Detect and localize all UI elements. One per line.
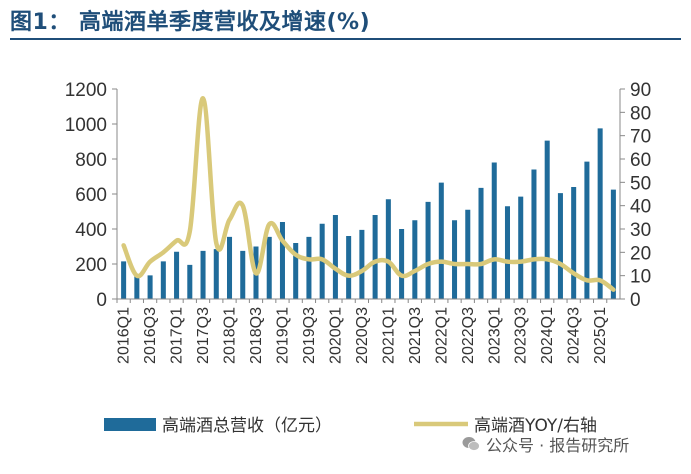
bar-2016Q2 — [134, 276, 140, 299]
bar-2024Q2 — [557, 193, 563, 299]
x-tick-label: 2023Q1 — [486, 307, 503, 364]
right-tick-label: 20 — [630, 243, 651, 264]
bar-2018Q4 — [266, 236, 272, 299]
bar-2024Q3 — [571, 187, 577, 299]
bar-2017Q2 — [187, 264, 193, 299]
x-tick-label: 2019Q1 — [274, 307, 291, 364]
axes: 0200400600800100012000102030405060708090… — [65, 80, 651, 364]
wechat-icon — [462, 436, 480, 452]
title-rule — [10, 38, 681, 40]
right-tick-label: 50 — [630, 173, 651, 194]
watermark-text: 公众号 · 报告研究所 — [486, 436, 630, 455]
right-tick-label: 40 — [630, 197, 651, 218]
bar-2023Q2 — [504, 206, 511, 299]
left-tick-label: 800 — [75, 150, 107, 171]
x-tick-label: 2024Q1 — [539, 307, 556, 364]
bar-2018Q2 — [240, 250, 246, 299]
x-tick-label: 2018Q3 — [248, 307, 265, 364]
bar-2016Q3 — [147, 275, 153, 299]
x-tick-label: 2017Q1 — [169, 307, 186, 364]
right-tick-label: 0 — [630, 290, 641, 311]
bar-2024Q4 — [584, 161, 590, 299]
legend: 高端酒总营收（亿元） 高端酒YOY/右轴 — [104, 416, 597, 436]
left-tick-label: 0 — [96, 290, 107, 311]
yoy-line — [121, 96, 616, 292]
line-series — [121, 96, 616, 292]
bar-2017Q1 — [174, 251, 180, 299]
x-tick-label: 2016Q3 — [142, 307, 159, 364]
bar-2024Q1 — [544, 140, 550, 299]
x-tick-label: 2020Q1 — [327, 307, 344, 364]
left-tick-label: 1200 — [65, 80, 107, 101]
bar-2021Q1 — [385, 199, 391, 299]
x-tick-label: 2020Q3 — [354, 307, 371, 364]
x-tick-label: 2017Q3 — [195, 307, 212, 364]
right-tick-label: 80 — [630, 103, 651, 124]
left-tick-label: 200 — [75, 255, 107, 276]
x-tick-label: 2023Q3 — [513, 307, 530, 364]
left-tick-label: 400 — [75, 220, 107, 241]
bar-2016Q4 — [160, 261, 166, 299]
x-tick-label: 2021Q3 — [407, 307, 424, 364]
bar-2017Q3 — [200, 250, 206, 299]
bar-2020Q4 — [372, 215, 378, 299]
bar-2025Q2 — [610, 189, 616, 299]
bar-2022Q2 — [452, 220, 458, 299]
bar-2023Q3 — [518, 196, 524, 299]
x-tick-label: 2019Q3 — [301, 307, 318, 364]
x-tick-label: 2025Q1 — [592, 307, 609, 364]
x-tick-label: 2016Q1 — [116, 307, 133, 364]
legend-line-label: 高端酒YOY/右轴 — [474, 416, 597, 436]
bar-2022Q4 — [478, 187, 484, 299]
watermark: 公众号 · 报告研究所 — [462, 432, 629, 456]
bar-2019Q3 — [306, 236, 312, 299]
right-tick-label: 60 — [630, 150, 651, 171]
bar-2025Q1 — [597, 128, 603, 299]
right-tick-label: 70 — [630, 127, 651, 148]
right-tick-label: 30 — [630, 220, 651, 241]
bar-2021Q3 — [412, 220, 418, 299]
bar-series — [121, 128, 616, 299]
bar-2016Q1 — [121, 261, 127, 299]
x-tick-label: 2018Q1 — [222, 307, 239, 364]
left-tick-label: 600 — [75, 185, 107, 206]
left-tick-label: 1000 — [65, 115, 107, 136]
bar-2022Q1 — [438, 182, 444, 299]
x-tick-label: 2024Q3 — [566, 307, 583, 364]
bar-2020Q2 — [346, 236, 352, 299]
x-tick-label: 2022Q1 — [433, 307, 450, 364]
bar-2018Q1 — [226, 236, 233, 299]
bar-2017Q4 — [213, 249, 219, 299]
x-tick-label: 2021Q1 — [380, 307, 397, 364]
x-tick-label: 2022Q3 — [460, 307, 477, 364]
right-tick-label: 10 — [630, 267, 651, 288]
right-tick-label: 90 — [630, 80, 651, 101]
bar-2023Q4 — [531, 169, 537, 299]
bar-2019Q2 — [293, 243, 299, 299]
legend-bar-swatch — [104, 418, 156, 431]
bar-2023Q1 — [491, 162, 497, 299]
bar-2021Q4 — [425, 201, 431, 299]
bar-2019Q1 — [279, 222, 285, 299]
figure-title: 图1： 高端酒单季度营收及增速(%) — [10, 10, 371, 35]
bar-2022Q3 — [465, 209, 471, 299]
bar-2020Q1 — [332, 215, 338, 299]
bar-2021Q2 — [399, 229, 405, 299]
bar-2020Q3 — [359, 229, 365, 299]
legend-bar-label: 高端酒总营收（亿元） — [162, 416, 332, 436]
